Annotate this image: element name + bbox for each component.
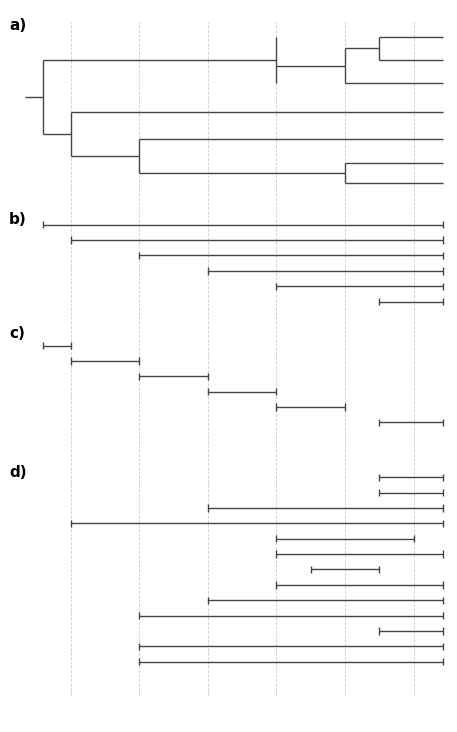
- Text: d): d): [9, 465, 27, 479]
- Text: b): b): [9, 212, 27, 227]
- Text: a): a): [9, 18, 27, 33]
- Text: c): c): [9, 326, 25, 340]
